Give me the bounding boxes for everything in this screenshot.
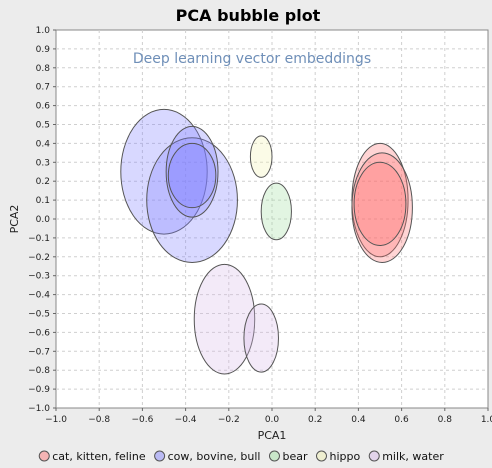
y-axis-label: PCA2 — [8, 205, 21, 234]
y-tick-label: 0.7 — [36, 83, 50, 93]
y-tick-label: 0.1 — [36, 196, 50, 206]
x-tick-label: 0.6 — [394, 415, 409, 425]
x-tick-label: −0.2 — [218, 415, 240, 425]
bubble-cow — [146, 137, 238, 263]
legend: cat, kitten, feline cow, bovine, bull bear… — [38, 450, 444, 463]
legend-swatch — [154, 450, 166, 462]
bubble-milk — [243, 303, 279, 373]
y-tick-label: 0.9 — [36, 45, 51, 55]
x-tick-label: −0.6 — [131, 415, 153, 425]
y-tick-label: 0.2 — [36, 177, 50, 187]
y-tick-label: 0.5 — [36, 121, 50, 131]
bubble-milk — [193, 263, 256, 375]
y-tick-label: −0.8 — [28, 366, 50, 376]
chart-annotation: Deep learning vector embeddings — [133, 51, 371, 67]
legend-label: milk, water — [382, 450, 444, 463]
y-tick-label: −0.3 — [28, 272, 50, 282]
y-tick-label: 0.0 — [36, 215, 51, 225]
x-tick-label: −0.8 — [88, 415, 110, 425]
x-tick-label: 0.2 — [308, 415, 322, 425]
x-axis-label: PCA1 — [258, 429, 287, 442]
y-tick-label: −0.7 — [28, 347, 50, 357]
y-tick-label: −0.2 — [28, 253, 50, 263]
x-tick-label: 0.8 — [438, 415, 453, 425]
bubble-bear — [260, 182, 292, 241]
y-tick-label: −0.4 — [28, 291, 50, 301]
y-tick-label: 0.6 — [36, 102, 51, 112]
legend-label: cat, kitten, feline — [52, 450, 146, 463]
bubble-cat — [353, 161, 407, 246]
y-tick-label: −0.6 — [28, 328, 50, 338]
x-tick-label: −0.4 — [175, 415, 197, 425]
legend-swatch — [38, 450, 50, 462]
legend-swatch — [315, 450, 327, 462]
bubble-hippo — [249, 135, 273, 178]
legend-swatch — [268, 450, 280, 462]
x-tick-label: 0.0 — [265, 415, 280, 425]
y-tick-label: −1.0 — [28, 404, 50, 414]
x-axis-ticks: −1.0 −0.8 −0.6 −0.4 −0.2 0.0 0.2 0.4 0.6 0.8 1.0 — [45, 408, 492, 425]
bubble-cow — [120, 108, 208, 235]
y-tick-label: −0.1 — [28, 234, 50, 244]
legend-swatch — [368, 450, 380, 462]
x-tick-label: −1.0 — [45, 415, 67, 425]
y-tick-label: 1.0 — [36, 26, 51, 36]
x-tick-label: 1.0 — [481, 415, 492, 425]
y-tick-label: −0.9 — [28, 385, 50, 395]
bubble-cow — [167, 142, 217, 209]
y-axis-ticks: 1.0 0.9 0.8 0.7 0.6 0.5 0.4 0.3 0.2 0.1 0.0 −0.1 −0.… — [28, 26, 56, 414]
legend-label: hippo — [329, 450, 360, 463]
y-tick-label: −0.5 — [28, 310, 50, 320]
legend-label: cow, bovine, bull — [168, 450, 261, 463]
x-tick-label: 0.4 — [351, 415, 366, 425]
y-tick-label: 0.3 — [36, 158, 50, 168]
y-tick-label: 0.4 — [36, 139, 51, 149]
legend-label: bear — [282, 450, 307, 463]
chart-title: PCA bubble plot — [176, 6, 321, 25]
y-tick-label: 0.8 — [36, 64, 51, 74]
bubble-series-group — [120, 108, 413, 375]
